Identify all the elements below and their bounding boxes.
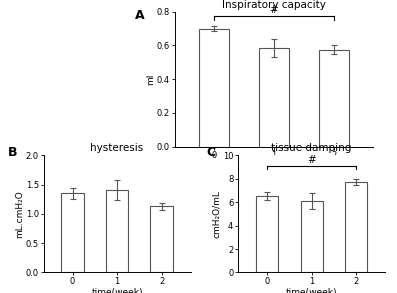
Bar (150, 206, 173, 272)
Bar (199, 29, 229, 146)
X-axis label: time(week): time(week) (248, 162, 300, 171)
Title: hysteresis: hysteresis (91, 143, 144, 153)
Bar (345, 182, 367, 272)
Text: C: C (206, 146, 216, 159)
Bar (62, 193, 84, 272)
Y-axis label: cmH₂O/mL: cmH₂O/mL (212, 190, 222, 238)
Bar (259, 48, 289, 146)
Bar (319, 50, 349, 146)
Text: A: A (135, 9, 145, 22)
Y-axis label: mL.cmH₂O: mL.cmH₂O (15, 190, 24, 238)
Bar (106, 190, 128, 272)
Y-axis label: ml: ml (146, 74, 155, 85)
Bar (301, 201, 323, 272)
X-axis label: time(week): time(week) (91, 288, 143, 293)
Text: #: # (307, 155, 316, 165)
Text: #: # (270, 5, 278, 15)
Title: Inspiratory capacity: Inspiratory capacity (222, 0, 326, 10)
Title: tissue damping: tissue damping (272, 143, 352, 153)
Text: B: B (8, 146, 17, 159)
Bar (256, 196, 278, 272)
X-axis label: time(week): time(week) (286, 288, 337, 293)
